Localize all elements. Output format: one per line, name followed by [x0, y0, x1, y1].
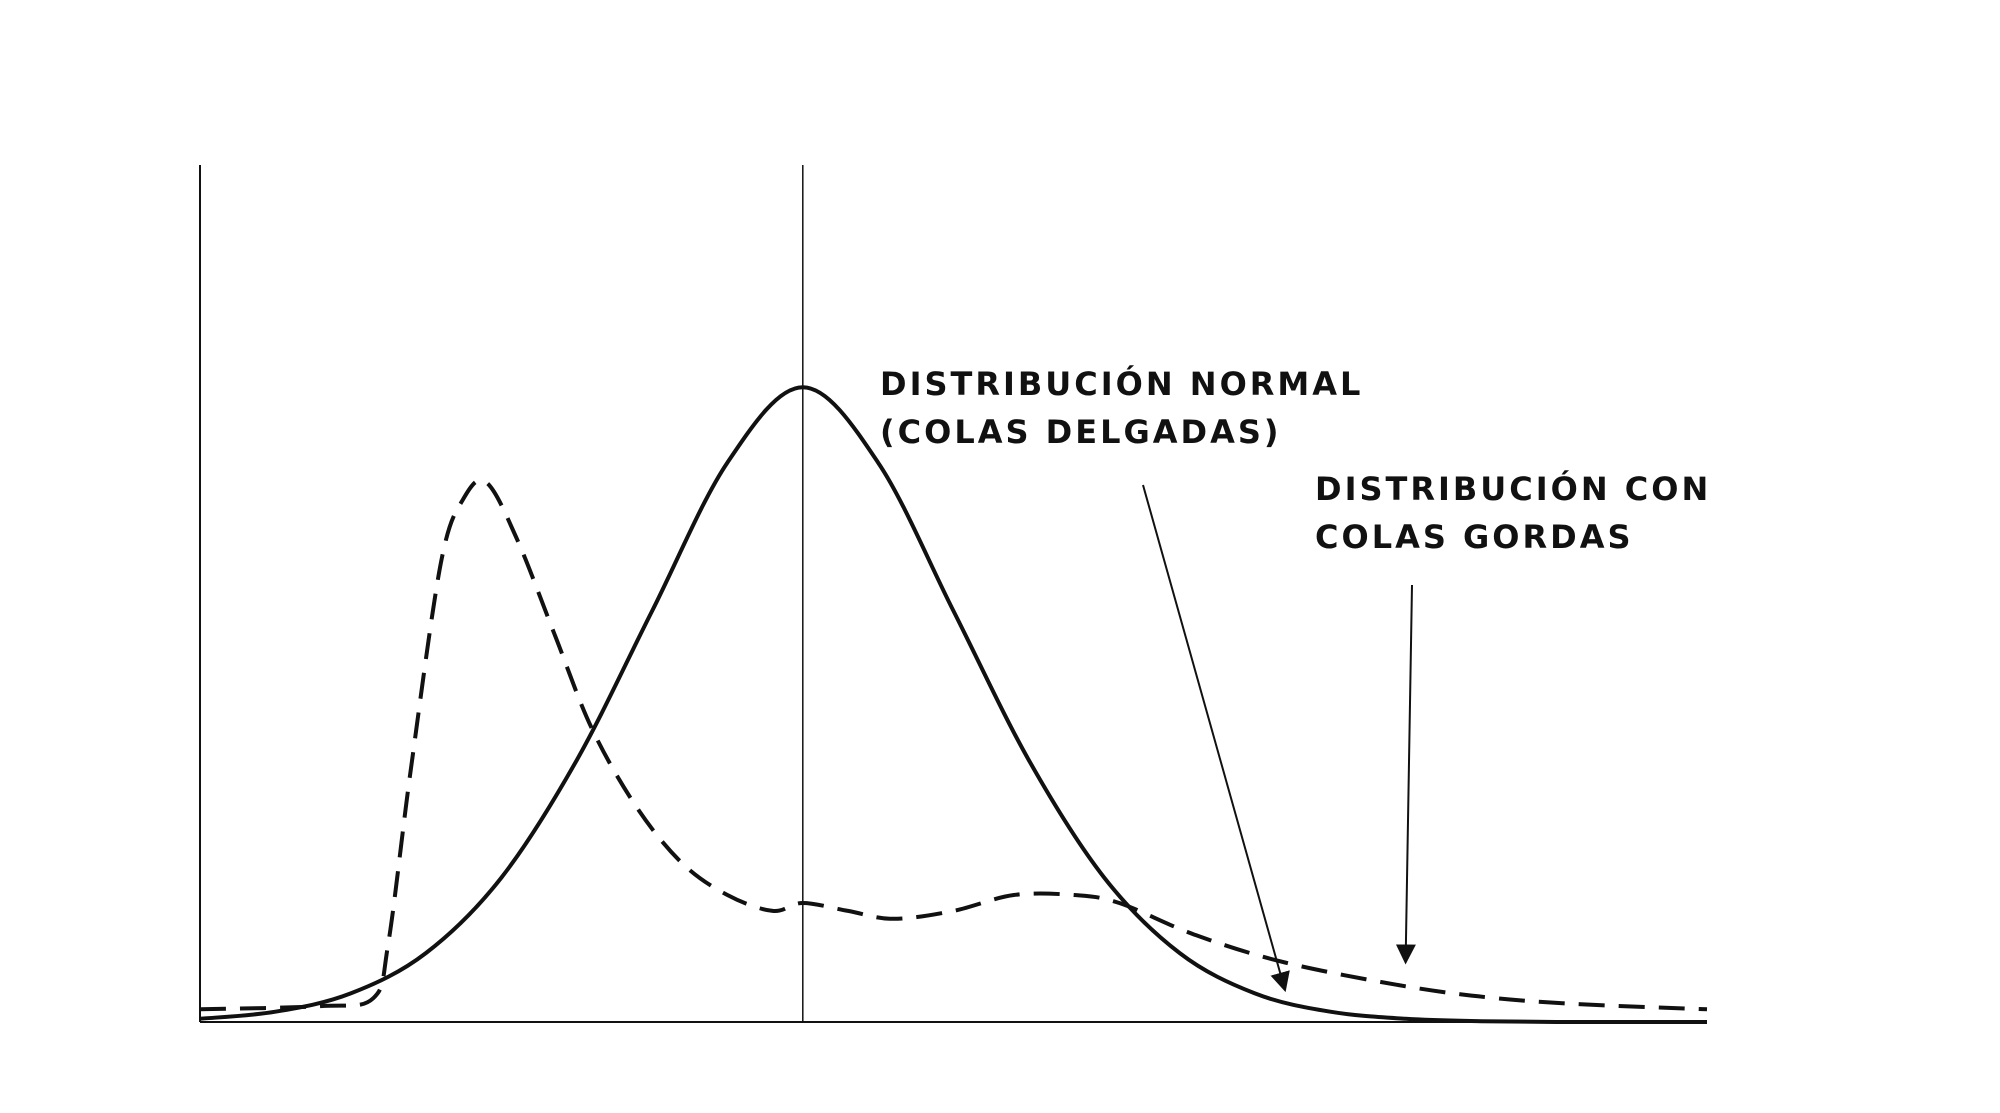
normal-label-line-2: (COLAS DELGADAS) [880, 413, 1282, 451]
normal-label-line-1: DISTRIBUCIÓN NORMAL [880, 364, 1363, 403]
fat-tails-label: DISTRIBUCIÓN CON COLAS GORDAS [1315, 469, 1725, 556]
fat-tails-label-line-2: COLAS GORDAS [1315, 518, 1634, 556]
normal-label: DISTRIBUCIÓN NORMAL (COLAS DELGADAS) [880, 364, 1378, 451]
fat-tails-arrow [1395, 584, 1416, 965]
normal-arrow [1142, 484, 1290, 993]
series-layer [199, 385, 1708, 1025]
fat-tails-label-line-1: DISTRIBUCIÓN CON [1315, 469, 1711, 508]
fat-tails-distribution-curve [199, 478, 1708, 1012]
normal-distribution-curve [199, 385, 1707, 1025]
